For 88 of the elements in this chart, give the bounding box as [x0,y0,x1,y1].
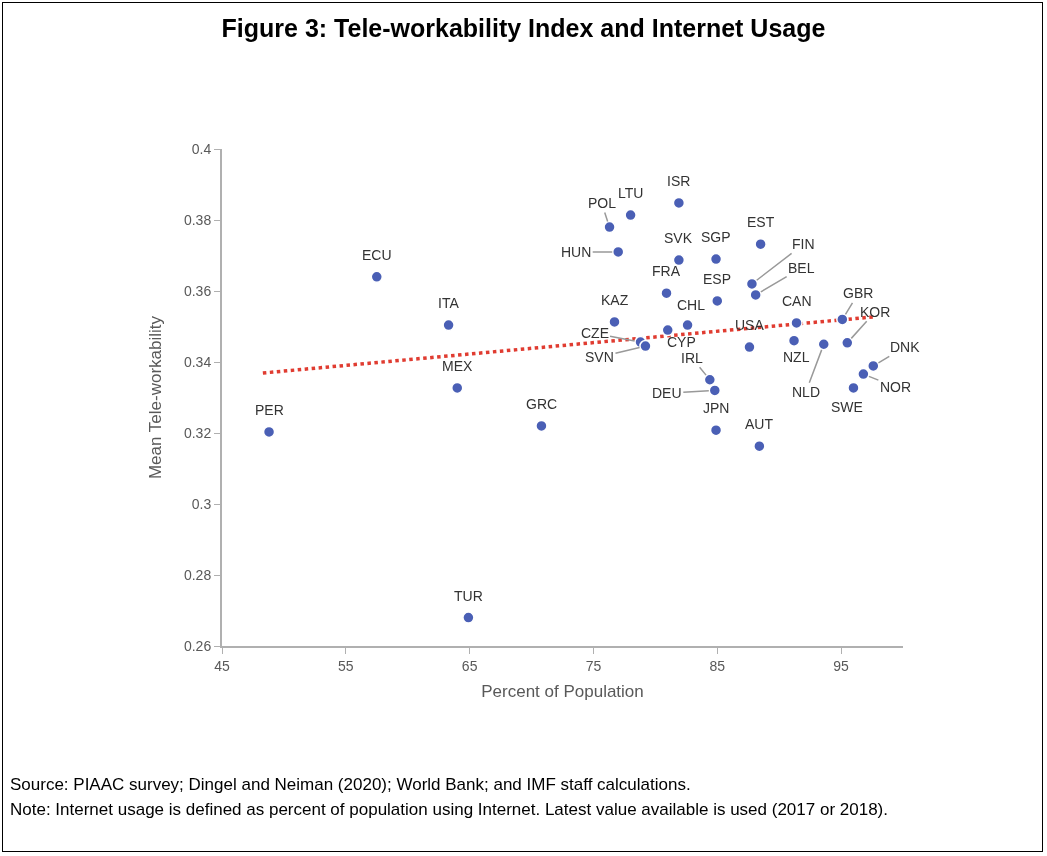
point [660,286,673,300]
annotation: SVK [664,230,693,246]
annotation: IRL [681,350,703,366]
point [603,220,616,234]
point [672,196,686,210]
point [624,208,637,222]
point [262,425,276,439]
point [841,336,854,350]
point [709,423,723,437]
annotation: BEL [788,260,815,276]
y-tick-label: 0.3 [191,495,212,512]
point [787,334,801,347]
point [711,294,724,308]
annotation: ITA [438,295,460,311]
point [754,237,767,251]
point [462,611,475,624]
annotation: CHL [677,297,706,313]
annotation: JPN [703,400,730,416]
annotation: FRA [652,263,681,279]
point [442,318,455,332]
y-tick-label: 0.32 [183,424,212,441]
point [611,245,625,259]
annotation: SGP [701,229,731,245]
text: Note: Internet usage is defined as percent of population using Internet. Latest value available is used (2017 or 2018). [10,799,889,821]
annotation: NOR [880,379,912,395]
annotation: POL [588,195,617,211]
annotation: AUT [745,416,774,432]
annotation: LTU [618,185,644,201]
annotation: FIN [792,236,815,252]
y-tick-label: 0.34 [183,353,212,370]
chart-title: Figure 3: Tele-workability Index and Internet Usage [221,13,826,42]
x-tick-label: 65 [461,657,478,674]
annotation: PER [255,402,284,418]
y-tick-label: 0.36 [183,282,212,299]
y-tick-label: 0.4 [191,140,212,157]
x-tick-label: 45 [214,657,230,674]
annotation: GRC [526,396,558,412]
point [661,323,674,337]
annotation: SVN [585,349,614,365]
point [749,288,762,302]
annotation: ECU [362,247,392,263]
point [817,338,831,351]
y-tick-label: 0.26 [183,637,212,654]
point [790,316,803,330]
point [836,313,849,326]
point [867,359,880,373]
annotation: SWE [831,399,863,415]
point [745,277,759,291]
x-tick-label: 55 [338,657,354,674]
point [753,439,766,453]
annotation: MEX [442,358,473,374]
annotation: KAZ [601,292,629,308]
annotation: USA [735,317,765,333]
point [857,367,870,381]
annotation: CAN [782,293,812,309]
x-tick-label: 75 [585,657,602,674]
point [847,381,860,395]
x-tick-label: 95 [833,657,850,674]
annotation: CZE [581,325,609,341]
point [451,381,464,395]
y-tick-label: 0.28 [183,566,212,583]
annotation: KOR [860,304,891,320]
annotation: HUN [561,244,592,260]
point [743,340,756,354]
annotation: NLD [792,384,821,400]
point [608,315,621,329]
point [708,384,722,397]
annotation: NZL [783,349,810,365]
y-tick-label: 0.38 [183,211,212,228]
annotation: ISR [667,173,691,189]
annotation: TUR [454,588,483,604]
annotation: CYP [667,334,696,350]
point [535,419,548,433]
point [639,339,652,353]
annotation: DEU [652,385,682,401]
x-axis-title: Percent of Population [481,681,644,701]
source-note: Source: PIAAC survey; Dingel and Neiman (2020); World Bank; and IMF staff calculations. [10,774,692,796]
annotation: EST [747,214,775,230]
point [703,373,717,386]
x-tick-label: 85 [709,657,726,674]
y-axis-title: Mean Tele-workability [146,315,165,480]
point [681,318,694,332]
annotation: GBR [843,285,874,301]
point [370,270,384,284]
point [672,253,686,267]
point [709,252,723,266]
annotation: DNK [890,339,921,355]
annotation: ESP [703,271,732,287]
